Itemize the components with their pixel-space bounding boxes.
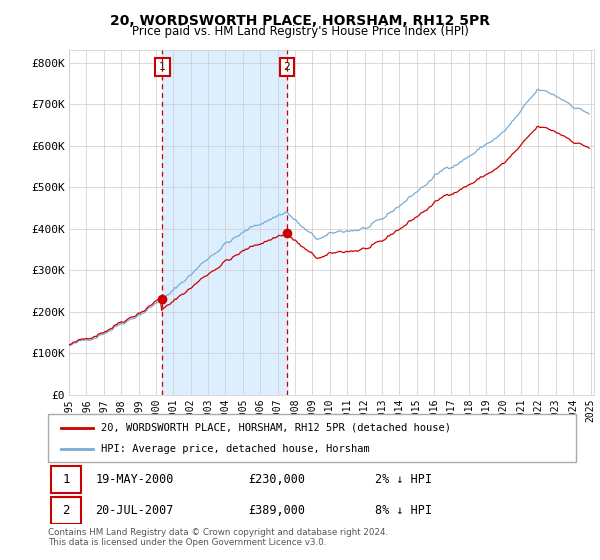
Text: 20, WORDSWORTH PLACE, HORSHAM, RH12 5PR (detached house): 20, WORDSWORTH PLACE, HORSHAM, RH12 5PR … <box>101 423 451 433</box>
Text: 20, WORDSWORTH PLACE, HORSHAM, RH12 5PR: 20, WORDSWORTH PLACE, HORSHAM, RH12 5PR <box>110 14 490 28</box>
Text: HPI: Average price, detached house, Horsham: HPI: Average price, detached house, Hors… <box>101 444 370 454</box>
Text: 2: 2 <box>284 62 290 72</box>
Bar <box>163 50 287 395</box>
FancyBboxPatch shape <box>50 497 81 524</box>
Text: 8% ↓ HPI: 8% ↓ HPI <box>376 504 433 517</box>
FancyBboxPatch shape <box>50 466 81 493</box>
Text: 1: 1 <box>62 473 70 486</box>
Text: 20-JUL-2007: 20-JUL-2007 <box>95 504 174 517</box>
Text: 2: 2 <box>62 504 70 517</box>
Text: Contains HM Land Registry data © Crown copyright and database right 2024.
This d: Contains HM Land Registry data © Crown c… <box>48 528 388 547</box>
Text: £230,000: £230,000 <box>248 473 305 486</box>
Text: 19-MAY-2000: 19-MAY-2000 <box>95 473 174 486</box>
Text: 2% ↓ HPI: 2% ↓ HPI <box>376 473 433 486</box>
Text: £389,000: £389,000 <box>248 504 305 517</box>
Text: Price paid vs. HM Land Registry's House Price Index (HPI): Price paid vs. HM Land Registry's House … <box>131 25 469 38</box>
Text: 1: 1 <box>159 62 166 72</box>
